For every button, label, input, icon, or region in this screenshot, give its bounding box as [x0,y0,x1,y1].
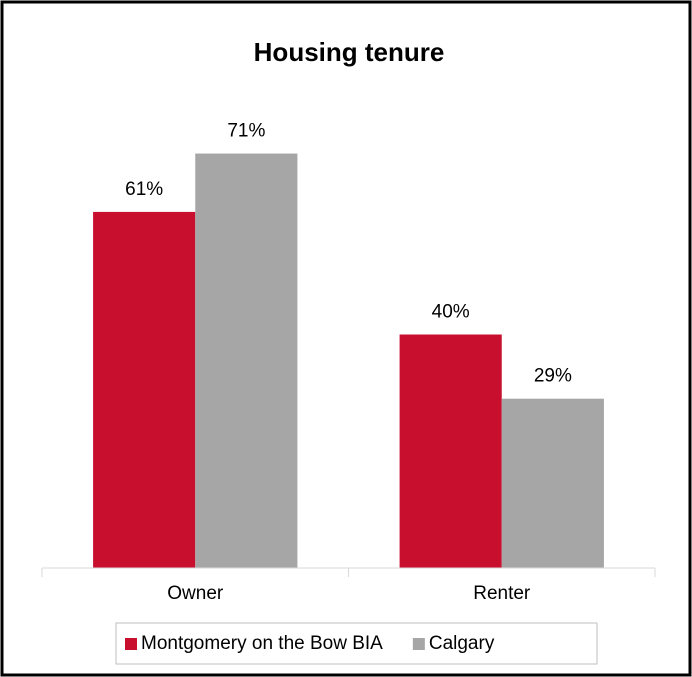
data-label: 61% [125,179,163,200]
data-label: 29% [534,366,572,387]
bar [195,153,298,568]
legend-box [115,622,598,665]
chart-title: Housing tenure [254,37,445,67]
x-tick-label: Owner [167,583,224,604]
legend-label: Montgomery on the Bow BIA [141,633,383,654]
bar [399,334,502,568]
data-label: 71% [227,121,265,142]
bar [93,211,196,568]
x-tick-label: Renter [473,583,531,604]
legend-swatch [125,638,137,650]
legend-swatch [412,638,425,650]
bar [501,398,604,568]
legend-label: Calgary [429,633,495,654]
data-label: 40% [432,302,470,323]
